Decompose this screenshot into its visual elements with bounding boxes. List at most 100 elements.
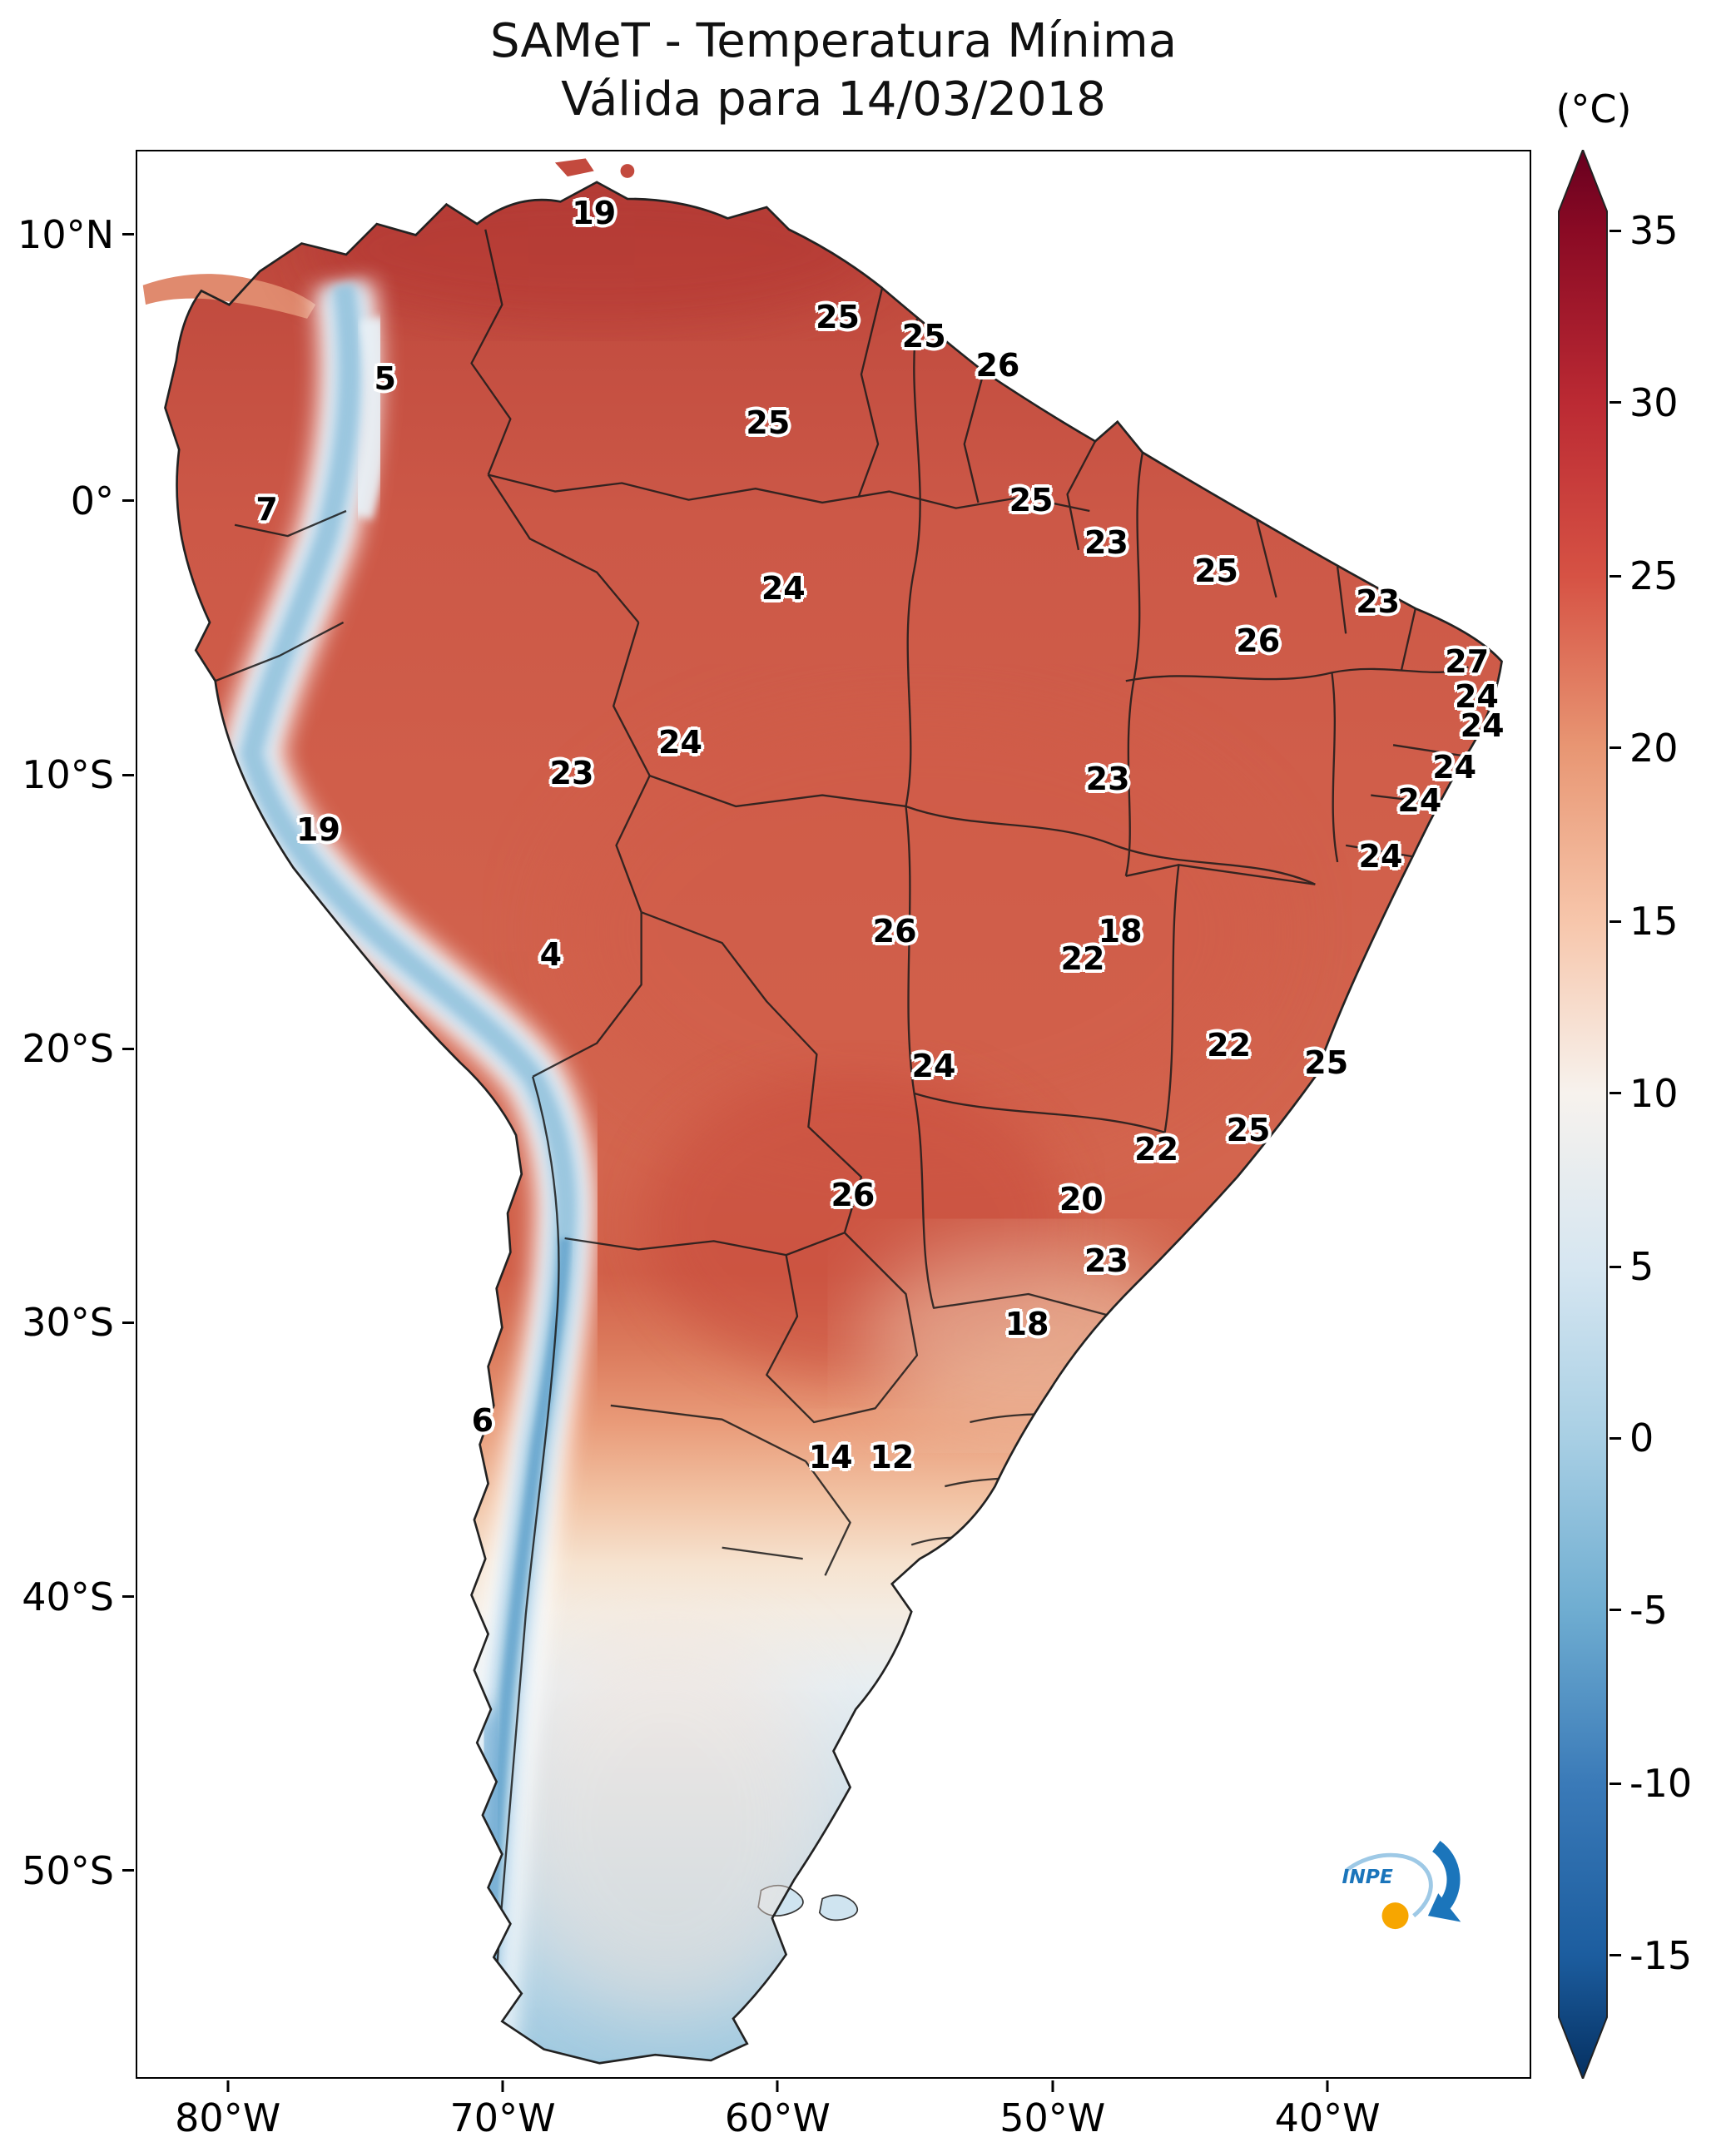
isthmus-landmass: [142, 274, 316, 319]
latitude-tick-label: 0°: [70, 478, 114, 523]
temp-label: 22: [1060, 940, 1105, 977]
longitude-tick-label: 40°W: [1274, 2095, 1381, 2140]
tick-mark: [226, 2080, 230, 2092]
colorbar-tick: -10: [1610, 1761, 1692, 1806]
longitude-tick-label: 70°W: [449, 2095, 556, 2140]
temp-label: 24: [761, 570, 806, 607]
temp-label: 12: [870, 1438, 915, 1475]
longitude-tick: 60°W: [725, 2080, 831, 2140]
south-america-temperature-map: [142, 158, 1503, 2065]
tick-mark: [122, 773, 134, 776]
colorbar-tick-label: 10: [1629, 1070, 1679, 1116]
tick-mark: [1051, 2080, 1054, 2092]
colorbar-tick-label: 15: [1629, 899, 1679, 945]
latitude-tick: 10°S: [22, 752, 134, 797]
temp-label: 24: [1397, 781, 1442, 819]
tick-mark: [1610, 1782, 1621, 1785]
tick-mark: [1610, 229, 1621, 232]
temp-label: 23: [549, 755, 594, 792]
colorbar-tick: 0: [1610, 1416, 1654, 1460]
colorbar-tick-label: -15: [1629, 1932, 1693, 1978]
temp-label: 23: [1356, 583, 1401, 621]
caribbean-island-dot: [620, 164, 635, 178]
temp-label: 25: [1194, 553, 1239, 590]
colorbar-tick-label: 35: [1629, 208, 1679, 254]
temp-label: 18: [1098, 913, 1143, 950]
longitude-tick: 50°W: [999, 2080, 1105, 2140]
tick-mark: [122, 1869, 134, 1872]
logo-orange-dot: [1381, 1902, 1409, 1929]
temp-label: 4: [539, 935, 563, 973]
longitude-tick-label: 50°W: [999, 2095, 1106, 2140]
temp-label: 27: [1445, 643, 1490, 681]
longitude-tick: 40°W: [1275, 2080, 1381, 2140]
temp-label: 26: [1236, 622, 1281, 659]
tick-mark: [776, 2080, 779, 2092]
tick-mark: [1610, 746, 1621, 750]
tick-mark: [1610, 1265, 1621, 1268]
longitude-tick: 70°W: [450, 2080, 556, 2140]
figure-title-line2: Válida para 14/03/2018: [561, 72, 1106, 126]
colorbar: [1558, 150, 1608, 2079]
temp-label: 25: [901, 318, 946, 355]
tick-mark: [1610, 920, 1621, 923]
tick-mark: [1610, 401, 1621, 404]
temp-label: 19: [572, 195, 617, 232]
temp-label: 23: [1084, 523, 1128, 561]
logo-arrow-head: [1427, 1892, 1461, 1922]
longitude-tick-label: 60°W: [724, 2095, 831, 2140]
tick-mark: [1610, 574, 1621, 578]
colorbar-tick: -15: [1610, 1933, 1692, 1978]
latitude-tick: 0°: [71, 478, 134, 523]
latitude-tick: 20°S: [22, 1026, 134, 1071]
colorbar-tick-label: 5: [1629, 1244, 1654, 1290]
colorbar-tick: 5: [1610, 1244, 1654, 1289]
map-plot-area: 19 25 25 26 5 25 7 25 23 25 24 23 26 27 24 24 24 23 23 24 24…: [136, 150, 1531, 2079]
colorbar-unit-label: (°C): [1555, 87, 1632, 131]
latitude-tick: 30°S: [22, 1300, 134, 1345]
temp-label: 14: [808, 1438, 853, 1475]
caribbean-islands: [554, 158, 594, 177]
temp-label: 25: [746, 404, 791, 442]
temp-label: 19: [296, 811, 340, 848]
inpe-logo: INPE: [1314, 1817, 1481, 1951]
colorbar-tick-label: 25: [1629, 553, 1679, 599]
logo-orbit-ellipse: [1344, 1852, 1433, 1917]
tick-mark: [1326, 2080, 1329, 2092]
temp-label: 6: [471, 1401, 494, 1439]
longitude-tick-label: 80°W: [175, 2095, 281, 2140]
logo-arrow-arc: [1431, 1840, 1461, 1912]
tick-mark: [122, 233, 134, 236]
colorbar-tick-label: 30: [1629, 379, 1679, 425]
temp-label: 24: [911, 1048, 956, 1085]
colorbar-tick: 15: [1610, 899, 1679, 944]
tick-mark: [1610, 1092, 1621, 1094]
tick-mark: [1610, 1609, 1621, 1612]
latitude-tick: 50°S: [22, 1848, 134, 1893]
temp-label: 7: [255, 491, 278, 528]
latitude-tick-label: 40°S: [22, 1574, 114, 1619]
colorbar-tick-label: -10: [1629, 1761, 1693, 1807]
temp-label: 25: [816, 299, 860, 335]
temp-label: 24: [1454, 677, 1499, 715]
coastline: [164, 181, 1503, 2065]
colorbar-tick: 30: [1610, 380, 1679, 425]
longitude-axis: 80°W 70°W 60°W 50°W 40°W: [136, 2080, 1531, 2147]
temp-label: 20: [1059, 1180, 1104, 1217]
temp-label: 23: [1084, 1242, 1128, 1279]
temp-label: 24: [1358, 837, 1403, 875]
colorbar-tick-label: 20: [1629, 725, 1679, 771]
temp-label: 5: [374, 360, 397, 398]
longitude-tick: 80°W: [175, 2080, 280, 2140]
latitude-tick-label: 50°S: [22, 1847, 114, 1893]
temp-label: 25: [1009, 481, 1054, 518]
colorbar-tick: -5: [1610, 1588, 1668, 1633]
tick-mark: [122, 1321, 134, 1324]
temp-label: 25: [1304, 1044, 1349, 1081]
latitude-tick-label: 10°S: [22, 752, 114, 798]
latitude-tick: 40°S: [22, 1574, 134, 1619]
tick-mark: [1610, 1954, 1621, 1957]
figure-title-line1: SAMeT - Temperatura Mínima: [489, 14, 1178, 68]
colorbar-tick: 35: [1610, 208, 1679, 253]
